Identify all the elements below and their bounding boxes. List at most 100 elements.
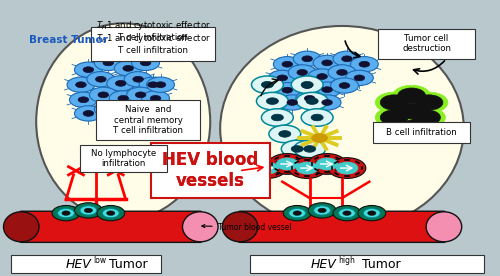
Circle shape bbox=[289, 209, 306, 218]
Circle shape bbox=[359, 61, 370, 67]
Circle shape bbox=[412, 110, 440, 125]
FancyBboxPatch shape bbox=[80, 145, 166, 172]
Text: HEV blood
vessels: HEV blood vessels bbox=[162, 152, 258, 190]
Circle shape bbox=[294, 140, 326, 158]
FancyBboxPatch shape bbox=[150, 144, 270, 198]
Circle shape bbox=[132, 55, 160, 70]
Circle shape bbox=[392, 85, 430, 106]
Circle shape bbox=[268, 153, 306, 174]
Circle shape bbox=[330, 78, 358, 93]
Circle shape bbox=[282, 87, 292, 93]
Circle shape bbox=[96, 76, 106, 82]
Circle shape bbox=[308, 69, 336, 84]
Circle shape bbox=[336, 162, 358, 174]
Circle shape bbox=[385, 125, 413, 140]
Circle shape bbox=[322, 60, 332, 66]
FancyBboxPatch shape bbox=[378, 29, 475, 59]
Circle shape bbox=[358, 206, 386, 221]
Circle shape bbox=[274, 57, 301, 72]
Text: HEV blood
vessels: HEV blood vessels bbox=[162, 152, 258, 190]
Circle shape bbox=[314, 206, 330, 215]
Circle shape bbox=[392, 101, 430, 122]
Circle shape bbox=[74, 203, 102, 218]
Circle shape bbox=[277, 75, 287, 81]
Circle shape bbox=[354, 75, 364, 81]
Ellipse shape bbox=[36, 23, 210, 220]
Circle shape bbox=[308, 153, 346, 174]
Text: Tumor blood vessel: Tumor blood vessel bbox=[202, 222, 292, 232]
Circle shape bbox=[339, 83, 350, 88]
Text: HEV: HEV bbox=[66, 258, 92, 271]
Circle shape bbox=[80, 206, 97, 215]
Circle shape bbox=[98, 92, 108, 98]
Circle shape bbox=[150, 95, 161, 101]
Circle shape bbox=[313, 95, 341, 110]
Circle shape bbox=[284, 206, 311, 221]
Circle shape bbox=[288, 65, 316, 80]
Circle shape bbox=[266, 98, 278, 104]
Circle shape bbox=[333, 51, 361, 67]
Circle shape bbox=[103, 107, 114, 112]
Circle shape bbox=[313, 82, 341, 97]
Text: B cell infiltration: B cell infiltration bbox=[386, 128, 457, 137]
Circle shape bbox=[248, 158, 286, 179]
Circle shape bbox=[402, 120, 429, 135]
Circle shape bbox=[94, 55, 122, 70]
Circle shape bbox=[142, 91, 170, 106]
Circle shape bbox=[376, 92, 413, 113]
Circle shape bbox=[288, 158, 326, 179]
Circle shape bbox=[139, 77, 167, 92]
Circle shape bbox=[136, 92, 146, 98]
Text: Tumor cell
destruction: Tumor cell destruction bbox=[402, 34, 451, 54]
Circle shape bbox=[311, 114, 323, 121]
Circle shape bbox=[274, 83, 301, 98]
Circle shape bbox=[74, 62, 102, 77]
Circle shape bbox=[376, 107, 413, 128]
Circle shape bbox=[146, 77, 174, 92]
Text: $T_H$1 and cytotoxic effector
T cell infiltration: $T_H$1 and cytotoxic effector T cell inf… bbox=[96, 32, 210, 55]
Circle shape bbox=[398, 104, 425, 119]
Text: HEV: HEV bbox=[310, 258, 336, 271]
Circle shape bbox=[276, 158, 298, 170]
Circle shape bbox=[256, 162, 278, 174]
FancyBboxPatch shape bbox=[96, 100, 200, 140]
Circle shape bbox=[308, 203, 336, 218]
Circle shape bbox=[364, 209, 380, 218]
Circle shape bbox=[328, 65, 356, 80]
Circle shape bbox=[114, 61, 142, 76]
Circle shape bbox=[313, 55, 341, 70]
Circle shape bbox=[278, 95, 306, 110]
Circle shape bbox=[272, 114, 283, 121]
Circle shape bbox=[316, 158, 338, 170]
Circle shape bbox=[292, 76, 323, 94]
Circle shape bbox=[262, 81, 274, 88]
Circle shape bbox=[120, 110, 131, 116]
Circle shape bbox=[368, 211, 376, 216]
Circle shape bbox=[333, 206, 361, 221]
Circle shape bbox=[83, 110, 94, 116]
FancyBboxPatch shape bbox=[20, 211, 202, 242]
Circle shape bbox=[103, 60, 114, 66]
Circle shape bbox=[304, 95, 315, 101]
Circle shape bbox=[87, 71, 115, 87]
Circle shape bbox=[252, 76, 284, 94]
Circle shape bbox=[322, 87, 332, 92]
Circle shape bbox=[343, 211, 351, 216]
Circle shape bbox=[279, 131, 291, 137]
Circle shape bbox=[408, 107, 446, 128]
Circle shape bbox=[110, 91, 137, 106]
Circle shape bbox=[97, 206, 124, 221]
Bar bbox=[12, 256, 160, 273]
Circle shape bbox=[302, 83, 312, 88]
Circle shape bbox=[269, 125, 300, 143]
Bar bbox=[250, 256, 484, 273]
Circle shape bbox=[83, 67, 94, 73]
Text: $T_H$1 and cytotoxic effector
T cell infiltration: $T_H$1 and cytotoxic effector T cell inf… bbox=[96, 19, 210, 42]
Circle shape bbox=[256, 92, 288, 110]
FancyBboxPatch shape bbox=[239, 211, 445, 242]
Circle shape bbox=[262, 109, 294, 126]
Ellipse shape bbox=[222, 212, 258, 242]
Circle shape bbox=[67, 77, 95, 92]
Ellipse shape bbox=[182, 212, 218, 242]
Circle shape bbox=[106, 211, 115, 216]
